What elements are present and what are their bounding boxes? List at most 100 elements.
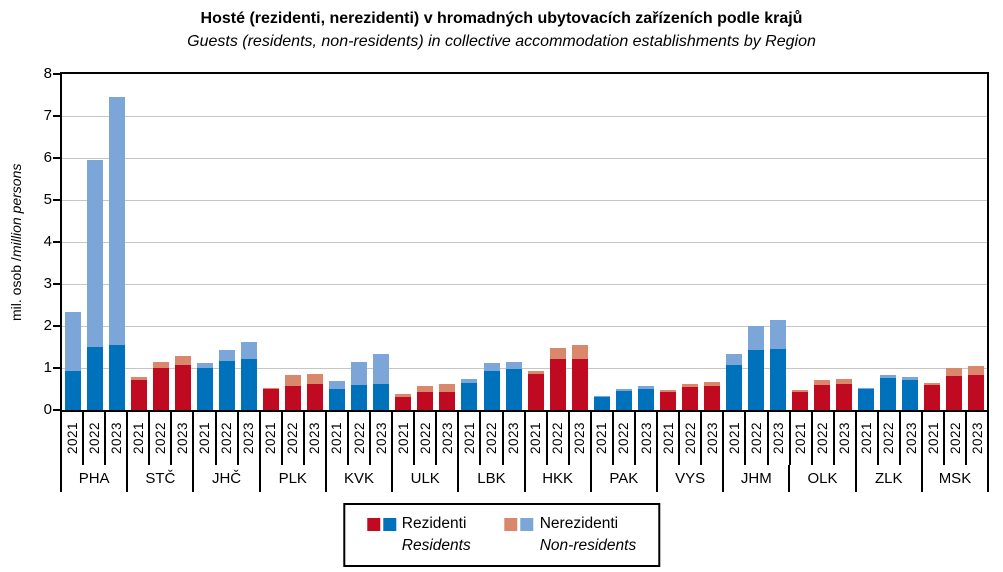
year-cell-OLK-2022: 2022 bbox=[813, 412, 835, 465]
legend-entry-non-residents: Nerezidenti Non-residents bbox=[504, 514, 636, 556]
year-cell-STČ-2021: 2021 bbox=[128, 412, 151, 465]
bar-segment-residents bbox=[329, 389, 346, 410]
bar-segment-residents bbox=[153, 368, 170, 410]
year-cell-JHM-2021: 2021 bbox=[724, 412, 747, 465]
year-cell-ZLK-2022: 2022 bbox=[879, 412, 901, 465]
year-label: 2023 bbox=[373, 422, 389, 455]
year-cell-HKK-2021: 2021 bbox=[526, 412, 548, 465]
year-label: 2022 bbox=[86, 422, 102, 455]
bar-segment-residents bbox=[439, 391, 456, 410]
year-label: 2021 bbox=[263, 422, 279, 455]
bar-segment-residents bbox=[593, 397, 610, 410]
region-label-STČ: STČ bbox=[128, 465, 195, 492]
year-cell-KVK-2021: 2021 bbox=[327, 412, 350, 465]
year-label: 2021 bbox=[793, 422, 809, 455]
year-label: 2023 bbox=[969, 422, 985, 455]
bar-segment-non-residents bbox=[769, 319, 786, 349]
y-tick-label-4: 4 bbox=[43, 233, 52, 250]
gridline-1 bbox=[62, 367, 987, 369]
gridline-3 bbox=[62, 283, 987, 285]
bar-segment-non-residents bbox=[285, 375, 302, 386]
bar-segment-residents bbox=[747, 349, 764, 410]
bar-segment-residents bbox=[769, 348, 786, 410]
bar-segment-residents bbox=[285, 385, 302, 410]
bar-segment-non-residents bbox=[527, 370, 544, 375]
bar-segment-non-residents bbox=[87, 160, 103, 347]
region-label-PHA: PHA bbox=[62, 465, 129, 492]
region-label-HKK: HKK bbox=[526, 465, 592, 492]
year-label: 2023 bbox=[771, 422, 787, 455]
y-tick-label-8: 8 bbox=[43, 65, 52, 82]
year-label: 2021 bbox=[726, 422, 742, 455]
year-label: 2022 bbox=[219, 422, 235, 455]
year-cell-STČ-2023: 2023 bbox=[172, 412, 195, 465]
bar-segment-non-residents bbox=[791, 389, 808, 393]
y-axis-title-english: million persons bbox=[8, 163, 24, 257]
year-cell-LBK-2023: 2023 bbox=[504, 412, 526, 465]
bar-segment-residents bbox=[307, 384, 324, 410]
year-cell-MSK-2023: 2023 bbox=[967, 412, 990, 465]
chart-subtitle: Guests (residents, non-residents) in col… bbox=[187, 33, 816, 50]
legend-label-non-residents-czech: Nerezidenti bbox=[539, 515, 619, 532]
bar-segment-residents bbox=[703, 385, 720, 410]
year-cell-VYS-2023: 2023 bbox=[702, 412, 725, 465]
year-label: 2022 bbox=[152, 422, 168, 455]
year-cell-LBK-2022: 2022 bbox=[481, 412, 504, 465]
bar-segment-non-residents bbox=[417, 385, 434, 393]
year-cell-PLK-2023: 2023 bbox=[305, 412, 327, 465]
bar-segment-non-residents bbox=[901, 376, 918, 381]
bar-segment-non-residents bbox=[747, 326, 764, 350]
y-tick-mark-3 bbox=[53, 283, 60, 285]
year-cell-PAK-2023: 2023 bbox=[636, 412, 659, 465]
bar-segment-non-residents bbox=[857, 387, 874, 389]
y-tick-mark-5 bbox=[53, 199, 60, 201]
bar-segment-residents bbox=[571, 358, 588, 410]
year-label: 2021 bbox=[130, 422, 146, 455]
year-label: 2023 bbox=[704, 422, 720, 455]
bar-segment-residents bbox=[549, 359, 566, 410]
year-label: 2021 bbox=[859, 422, 875, 455]
bar-segment-non-residents bbox=[197, 362, 214, 368]
bar-segment-residents bbox=[417, 392, 434, 410]
y-axis-title-czech: mil. osob / bbox=[8, 256, 24, 321]
bar-segment-non-residents bbox=[483, 363, 500, 371]
year-label: 2023 bbox=[307, 422, 323, 455]
y-tick-label-2: 2 bbox=[43, 317, 52, 334]
y-tick-label-3: 3 bbox=[43, 275, 52, 292]
year-cell-ZLK-2021: 2021 bbox=[857, 412, 879, 465]
gridline-7 bbox=[62, 115, 987, 117]
year-label: 2023 bbox=[837, 422, 853, 455]
gridline-2 bbox=[62, 325, 987, 327]
legend-swatch-residents-red-icon bbox=[366, 517, 380, 531]
year-label: 2022 bbox=[881, 422, 897, 455]
year-label: 2023 bbox=[572, 422, 588, 455]
bar-segment-residents bbox=[968, 375, 984, 410]
year-cell-JHM-2023: 2023 bbox=[769, 412, 791, 465]
year-cell-STČ-2022: 2022 bbox=[150, 412, 173, 465]
bar-segment-non-residents bbox=[879, 375, 896, 378]
legend: Rezidenti Residents Nerezidenti Non-resi… bbox=[342, 503, 661, 567]
bar-segment-non-residents bbox=[395, 393, 412, 397]
year-label: 2021 bbox=[395, 422, 411, 455]
year-label: 2021 bbox=[925, 422, 941, 455]
bar-segment-residents bbox=[219, 360, 236, 410]
year-cell-ULK-2022: 2022 bbox=[415, 412, 438, 465]
year-cell-KVK-2022: 2022 bbox=[349, 412, 372, 465]
bar-segment-non-residents bbox=[219, 349, 236, 361]
year-cell-LBK-2021: 2021 bbox=[459, 412, 482, 465]
region-label-PLK: PLK bbox=[261, 465, 327, 492]
year-label: 2022 bbox=[550, 422, 566, 455]
bar-segment-non-residents bbox=[946, 368, 962, 376]
bar-segment-non-residents bbox=[835, 378, 852, 384]
y-tick-label-0: 0 bbox=[43, 401, 52, 418]
legend-entry-residents: Rezidenti Residents bbox=[366, 514, 471, 556]
bar-segment-residents bbox=[725, 364, 742, 410]
region-label-PAK: PAK bbox=[592, 465, 658, 492]
region-label-ULK: ULK bbox=[393, 465, 460, 492]
y-tick-mark-4 bbox=[53, 241, 60, 243]
year-label: 2022 bbox=[748, 422, 764, 455]
year-label: 2021 bbox=[528, 422, 544, 455]
bar-segment-residents bbox=[923, 385, 940, 410]
y-tick-mark-0 bbox=[53, 409, 60, 411]
legend-swatch-non-residents-lightblue-icon bbox=[520, 517, 534, 531]
